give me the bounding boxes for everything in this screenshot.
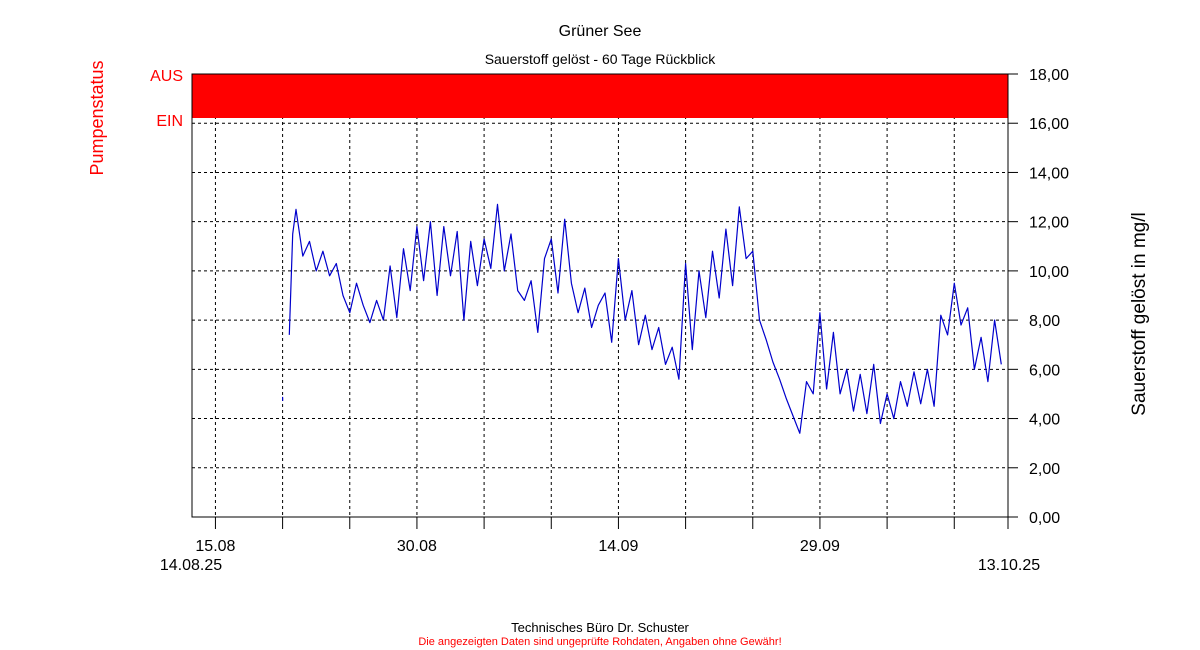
y-tick-label: 6,00	[1029, 362, 1060, 379]
grid	[192, 74, 1009, 517]
y-tick-label: 4,00	[1029, 412, 1060, 429]
x-tick-label: 14.09	[598, 538, 638, 555]
y-tick-label: 10,00	[1029, 264, 1069, 281]
pump-label-ein: EIN	[156, 113, 183, 130]
pump-status-bar	[192, 74, 1008, 118]
chart-subtitle: Sauerstoff gelöst - 60 Tage Rückblick	[485, 51, 717, 67]
pump-axis-label: Pumpenstatus	[87, 60, 107, 175]
x-tick-label: 29.09	[800, 538, 840, 555]
y-tick-label: 0,00	[1029, 510, 1060, 527]
series-line	[288, 203, 1002, 434]
y-tick-label: 12,00	[1029, 215, 1069, 232]
footer-company: Technisches Büro Dr. Schuster	[511, 620, 689, 635]
x-axis: 15.08 30.08 14.09 29.09	[195, 517, 1009, 555]
y-axis: 0,00 2,00 4,00 6,00 8,00 10,00 12,00 14,00 16,00…	[1008, 67, 1069, 527]
x-start-label: 14.08.25	[160, 557, 222, 574]
chart-title: Grüner See	[559, 23, 642, 40]
x-tick-label: 30.08	[397, 538, 437, 555]
y-tick-label: 2,00	[1029, 461, 1060, 478]
x-tick-label: 15.08	[195, 538, 235, 555]
pump-label-aus: AUS	[150, 68, 183, 85]
y-tick-label: 8,00	[1029, 313, 1060, 330]
plot-frame	[191, 73, 1009, 518]
y-axis-label: Sauerstoff gelöst in mg/l	[1129, 212, 1150, 415]
x-end-label: 13.10.25	[978, 557, 1040, 574]
y-tick-label: 14,00	[1029, 165, 1069, 182]
y-tick-label: 18,00	[1029, 67, 1069, 84]
footer-disclaimer: Die angezeigten Daten sind ungeprüfte Ro…	[418, 636, 781, 648]
y-tick-label: 16,00	[1029, 116, 1069, 133]
